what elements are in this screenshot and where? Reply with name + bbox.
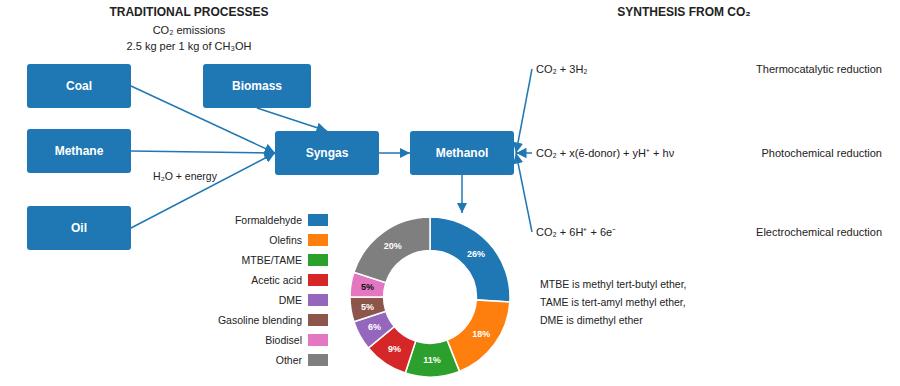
data-label: 20% bbox=[384, 241, 402, 251]
box-label: Coal bbox=[66, 79, 92, 93]
section-title: TRADITIONAL PROCESSES bbox=[109, 5, 268, 19]
process-box bbox=[410, 131, 514, 175]
legend-swatch bbox=[308, 234, 328, 246]
legend-label: Acetic acid bbox=[251, 274, 302, 286]
arrow bbox=[257, 108, 327, 131]
pie-slice bbox=[350, 297, 386, 322]
arrows bbox=[131, 69, 532, 232]
legend-item: Olefins bbox=[269, 234, 328, 246]
data-label: 18% bbox=[472, 329, 490, 339]
legend-label: Other bbox=[276, 354, 303, 366]
reaction-label: Electrochemical reduction bbox=[756, 226, 882, 238]
legend-swatch bbox=[308, 254, 328, 266]
section-subtitle: 2.5 kg per 1 kg of CH₃OH bbox=[127, 40, 252, 52]
legend-label: DME bbox=[279, 294, 302, 306]
process-box bbox=[203, 64, 311, 108]
legend-item: MTBE/TAME bbox=[242, 254, 328, 266]
footnote: MTBE is methyl tert-butyl ether, bbox=[540, 278, 686, 290]
legend-swatch bbox=[308, 274, 328, 286]
arrow bbox=[461, 175, 463, 213]
legend-label: MTBE/TAME bbox=[242, 254, 302, 266]
legend-swatch bbox=[308, 314, 328, 326]
arrow bbox=[379, 152, 410, 154]
process-box bbox=[27, 129, 131, 173]
arrow bbox=[516, 152, 532, 154]
legend-item: Biodisel bbox=[265, 334, 328, 346]
reaction: CO₂ + x(ē-donor) + yH⁺ + hν bbox=[536, 147, 675, 159]
legend-item: Formaldehyde bbox=[235, 214, 328, 226]
reaction: CO₂ + 6H⁺ + 6e⁻ bbox=[536, 226, 616, 238]
pie-slice bbox=[354, 217, 430, 283]
process-box bbox=[275, 131, 379, 175]
legend-item: DME bbox=[279, 294, 328, 306]
arrow bbox=[516, 153, 532, 232]
reaction-label: Photochemical reduction bbox=[762, 147, 882, 159]
legend-swatch bbox=[308, 334, 328, 346]
box-label: Syngas bbox=[306, 146, 349, 160]
box-label: Oil bbox=[71, 221, 87, 235]
data-label: 5% bbox=[361, 282, 374, 292]
process-box bbox=[27, 206, 131, 250]
data-label: 11% bbox=[423, 355, 441, 365]
data-label: 9% bbox=[388, 344, 401, 354]
pie-slice bbox=[430, 217, 510, 302]
annotations: TRADITIONAL PROCESSES CO₂ emissions 2.5 kg… bbox=[109, 5, 882, 326]
legend-label: Gasoline blending bbox=[218, 314, 302, 326]
legend-item: Acetic acid bbox=[251, 274, 328, 286]
reaction: CO₂ + 3H₂ bbox=[536, 63, 588, 75]
pie: 26% 18% 11% 9% 6% 5% 5% 20% bbox=[350, 217, 510, 377]
footnote: DME is dimethyl ether bbox=[540, 314, 643, 326]
process-box bbox=[27, 64, 131, 108]
data-label: 6% bbox=[368, 322, 381, 332]
section-title: SYNTHESIS FROM CO₂ bbox=[617, 5, 750, 19]
legend: Formaldehyde Olefins MTBE/TAME Acetic acid D… bbox=[218, 214, 328, 366]
legend-swatch bbox=[308, 354, 328, 366]
data-label: 26% bbox=[467, 249, 485, 259]
chart: CoalMethaneOilBiomassSyngasMethanolTRADI… bbox=[0, 0, 900, 386]
legend-label: Biodisel bbox=[265, 334, 302, 346]
box-label: Methane bbox=[55, 144, 104, 158]
reaction-label: Thermocatalytic reduction bbox=[756, 63, 882, 75]
legend-item: Other bbox=[276, 354, 328, 366]
legend-swatch bbox=[308, 214, 328, 226]
pie-slice bbox=[447, 300, 510, 371]
arrow bbox=[131, 151, 275, 153]
legend-swatch bbox=[308, 294, 328, 306]
box-label: Methanol bbox=[436, 146, 489, 160]
footnote: TAME is tert-amyl methyl ether, bbox=[540, 296, 686, 308]
legend-label: Olefins bbox=[269, 234, 302, 246]
note: H₂O + energy bbox=[153, 170, 218, 182]
legend-label: Formaldehyde bbox=[235, 214, 302, 226]
box-label: Biomass bbox=[232, 79, 282, 93]
data-label: 5% bbox=[361, 302, 374, 312]
legend-item: Gasoline blending bbox=[218, 314, 328, 326]
arrow bbox=[516, 69, 532, 153]
section-subtitle: CO₂ emissions bbox=[153, 24, 226, 36]
